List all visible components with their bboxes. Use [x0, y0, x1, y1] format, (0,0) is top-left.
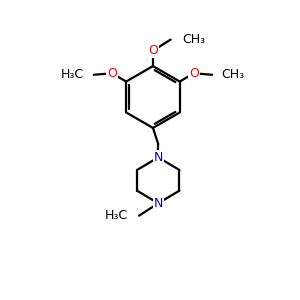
Text: O: O [148, 44, 158, 57]
Text: CH₃: CH₃ [221, 68, 245, 81]
Text: N: N [154, 151, 163, 164]
Text: N: N [154, 197, 163, 210]
Text: O: O [107, 67, 117, 80]
Text: H₃C: H₃C [61, 68, 84, 81]
Text: H₃C: H₃C [105, 209, 128, 222]
Text: O: O [189, 67, 199, 80]
Text: CH₃: CH₃ [182, 33, 205, 46]
